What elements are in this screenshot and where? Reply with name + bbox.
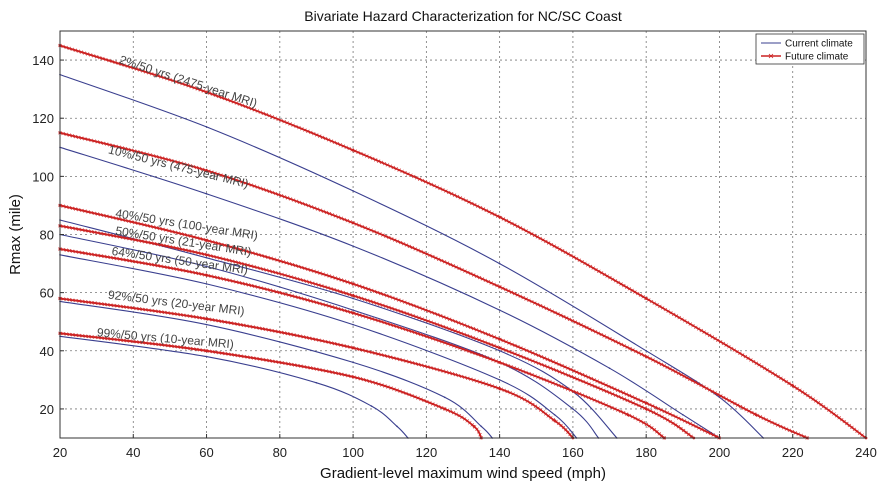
data-point (498, 379, 501, 381)
x-marker-texture (58, 131, 809, 440)
legend-item: Current climate (761, 39, 853, 50)
series-future-climate-99-50-yrs (58, 331, 483, 440)
x-tick-label: 140 (489, 445, 511, 460)
data-point (645, 349, 647, 352)
x-tick-label: 200 (709, 445, 731, 460)
x-tick-label: 180 (635, 445, 657, 460)
x-tick-label: 100 (342, 445, 364, 460)
x-tick-label: 220 (782, 445, 804, 460)
data-point (205, 355, 208, 358)
x-tick-label: 80 (273, 445, 287, 460)
y-tick-label: 40 (40, 344, 54, 359)
data-point (480, 425, 483, 428)
series-future-climate-50-50-yrs (58, 224, 696, 440)
y-tick-label: 140 (32, 53, 54, 68)
data-point (498, 387, 502, 390)
data-point (498, 262, 501, 265)
data-point (443, 396, 446, 399)
data-point (682, 413, 684, 416)
x-marker-texture (58, 296, 574, 439)
data-point (498, 349, 501, 352)
series-layer (58, 43, 868, 440)
series-future-climate-64-50-yrs (58, 247, 666, 440)
legend-label: Future climate (785, 52, 849, 63)
x-tick-label: 240 (855, 445, 877, 460)
y-tick-label: 60 (40, 286, 54, 301)
legend-label: Current climate (785, 39, 853, 50)
series-current-climate-50-50-yrs (59, 233, 600, 439)
data-point (352, 361, 354, 364)
data-point (572, 408, 574, 410)
data-point (205, 317, 208, 321)
x-tick-label: 60 (199, 445, 213, 460)
x-tick-label: 20 (53, 445, 67, 460)
data-point (608, 367, 611, 370)
series-future-climate-2-50-yrs (58, 43, 868, 440)
x-tick-label: 40 (126, 445, 140, 460)
data-point (205, 283, 208, 285)
chart-title: Bivariate Hazard Characterization for NC… (304, 8, 622, 24)
legend: Current climate Future climate (755, 33, 865, 65)
y-tick-label: 20 (40, 402, 54, 417)
data-point (205, 193, 208, 195)
series-line (59, 146, 720, 439)
data-point (352, 245, 354, 247)
data-point (352, 323, 354, 326)
data-point (315, 381, 318, 384)
x-marker-texture (58, 43, 867, 439)
x-tick-label: 120 (416, 445, 438, 460)
data-point (644, 407, 648, 411)
series-future-climate-40-50-yrs (58, 203, 721, 440)
data-point (352, 309, 354, 311)
y-tick-label: 100 (32, 169, 54, 184)
x-marker-texture (58, 224, 693, 439)
data-point (553, 413, 556, 416)
data-point (351, 294, 355, 297)
data-point (205, 265, 208, 268)
data-point (352, 190, 354, 192)
y-axis-label: Rmax (mile) (7, 194, 24, 275)
x-marker-texture (58, 247, 666, 440)
y-tick-label: 120 (32, 111, 54, 126)
data-point (205, 256, 208, 259)
legend-item: Future climate (761, 52, 849, 63)
legend-box (755, 33, 865, 65)
axis-ticks: 20 40 60 80 100 120 140 160 180 200 220 240 20 40 60 80… (32, 53, 877, 460)
x-tick-label: 160 (562, 445, 584, 460)
x-marker-texture (58, 331, 483, 440)
x-marker-texture (58, 203, 721, 440)
data-point (352, 297, 354, 300)
data-point (498, 309, 501, 311)
data-point (205, 323, 208, 326)
series-line (59, 233, 600, 439)
x-axis-label: Gradient-level maximum wind speed (mph) (320, 465, 606, 482)
data-point (626, 413, 630, 417)
series-future-climate-10-50-yrs (58, 131, 809, 440)
series-future-climate-92-50-yrs (58, 296, 575, 440)
data-point (396, 425, 398, 428)
data-point (754, 413, 758, 417)
data-point (205, 126, 208, 128)
grid-lines (60, 31, 866, 438)
data-point (370, 405, 373, 407)
y-tick-label: 80 (40, 228, 54, 243)
series-current-climate-64-50-yrs (59, 254, 578, 439)
